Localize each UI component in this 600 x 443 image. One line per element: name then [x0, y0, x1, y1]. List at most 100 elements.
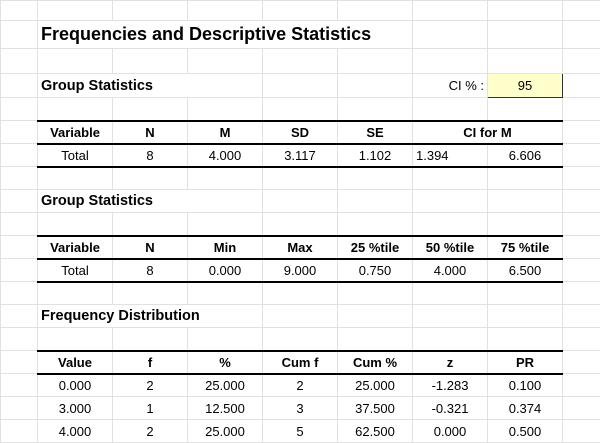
data-cell[interactable]: 4.000: [413, 259, 488, 282]
cell[interactable]: [563, 98, 600, 121]
cell[interactable]: [263, 1, 338, 21]
column-header[interactable]: Cum f: [263, 351, 338, 374]
data-cell[interactable]: 6.606: [488, 144, 563, 167]
data-cell[interactable]: 25.000: [188, 374, 263, 397]
cell[interactable]: [338, 328, 413, 351]
data-cell[interactable]: 6.500: [488, 259, 563, 282]
cell[interactable]: [563, 420, 600, 443]
cell[interactable]: [563, 351, 600, 374]
cell[interactable]: [1, 144, 38, 167]
cell[interactable]: [1, 1, 38, 21]
cell[interactable]: [188, 213, 263, 236]
cell[interactable]: [1, 282, 38, 305]
data-cell[interactable]: 1.102: [338, 144, 413, 167]
cell[interactable]: [563, 74, 600, 98]
cell[interactable]: [263, 98, 338, 121]
cell[interactable]: [1, 21, 38, 49]
cell[interactable]: [563, 305, 600, 328]
cell[interactable]: [563, 1, 600, 21]
cell[interactable]: [1, 420, 38, 443]
column-header[interactable]: f: [113, 351, 188, 374]
section-heading[interactable]: Group Statistics: [38, 74, 263, 98]
data-cell[interactable]: 8: [113, 144, 188, 167]
cell[interactable]: [113, 1, 188, 21]
cell[interactable]: [563, 374, 600, 397]
column-header[interactable]: SD: [263, 121, 338, 144]
cell[interactable]: [188, 1, 263, 21]
data-cell[interactable]: 12.500: [188, 397, 263, 420]
column-header[interactable]: 75 %tile: [488, 236, 563, 259]
cell[interactable]: [488, 167, 563, 190]
cell[interactable]: [1, 305, 38, 328]
column-header[interactable]: Value: [38, 351, 113, 374]
column-header[interactable]: CI for M: [413, 121, 563, 144]
cell[interactable]: [413, 167, 488, 190]
cell[interactable]: [263, 49, 338, 74]
cell[interactable]: [263, 74, 338, 98]
cell[interactable]: [338, 213, 413, 236]
data-cell[interactable]: 0.500: [488, 420, 563, 443]
data-cell[interactable]: 3.000: [38, 397, 113, 420]
data-cell[interactable]: 62.500: [338, 420, 413, 443]
column-header[interactable]: Cum %: [338, 351, 413, 374]
cell[interactable]: [338, 98, 413, 121]
data-cell[interactable]: Total: [38, 144, 113, 167]
cell[interactable]: [38, 328, 113, 351]
cell[interactable]: [488, 328, 563, 351]
cell[interactable]: [563, 213, 600, 236]
cell[interactable]: [563, 236, 600, 259]
cell[interactable]: [413, 328, 488, 351]
cell[interactable]: [1, 98, 38, 121]
cell[interactable]: [488, 49, 563, 74]
data-cell[interactable]: 37.500: [338, 397, 413, 420]
cell[interactable]: [488, 21, 563, 49]
cell[interactable]: [1, 49, 38, 74]
data-cell[interactable]: 0.000: [188, 259, 263, 282]
data-cell[interactable]: 0.750: [338, 259, 413, 282]
cell[interactable]: [1, 236, 38, 259]
column-header[interactable]: PR: [488, 351, 563, 374]
cell[interactable]: [563, 328, 600, 351]
cell[interactable]: [263, 190, 338, 213]
cell[interactable]: [1, 374, 38, 397]
column-header[interactable]: Variable: [38, 121, 113, 144]
cell[interactable]: [263, 213, 338, 236]
data-cell[interactable]: 5: [263, 420, 338, 443]
cell[interactable]: [1, 328, 38, 351]
cell[interactable]: [563, 259, 600, 282]
cell[interactable]: [38, 282, 113, 305]
data-cell[interactable]: 0.374: [488, 397, 563, 420]
cell[interactable]: [113, 167, 188, 190]
cell[interactable]: [413, 21, 488, 49]
data-cell[interactable]: 4.000: [188, 144, 263, 167]
cell[interactable]: [1, 74, 38, 98]
data-cell[interactable]: 4.000: [38, 420, 113, 443]
ci-percent-input[interactable]: 95: [488, 74, 563, 98]
data-cell[interactable]: 2: [263, 374, 338, 397]
data-cell[interactable]: 25.000: [188, 420, 263, 443]
cell[interactable]: [563, 49, 600, 74]
cell[interactable]: [188, 282, 263, 305]
cell[interactable]: [563, 144, 600, 167]
column-header[interactable]: SE: [338, 121, 413, 144]
cell[interactable]: [263, 167, 338, 190]
cell[interactable]: [38, 49, 113, 74]
cell[interactable]: [38, 98, 113, 121]
cell[interactable]: [413, 190, 488, 213]
cell[interactable]: [338, 167, 413, 190]
cell[interactable]: [113, 213, 188, 236]
column-header[interactable]: Max: [263, 236, 338, 259]
cell[interactable]: [1, 167, 38, 190]
cell[interactable]: [413, 282, 488, 305]
cell[interactable]: [338, 282, 413, 305]
cell[interactable]: [1, 351, 38, 374]
cell[interactable]: [38, 213, 113, 236]
data-cell[interactable]: 8: [113, 259, 188, 282]
cell[interactable]: [488, 282, 563, 305]
column-header[interactable]: z: [413, 351, 488, 374]
cell[interactable]: [488, 1, 563, 21]
cell[interactable]: [563, 21, 600, 49]
cell[interactable]: [188, 167, 263, 190]
cell[interactable]: [413, 1, 488, 21]
cell[interactable]: [563, 167, 600, 190]
